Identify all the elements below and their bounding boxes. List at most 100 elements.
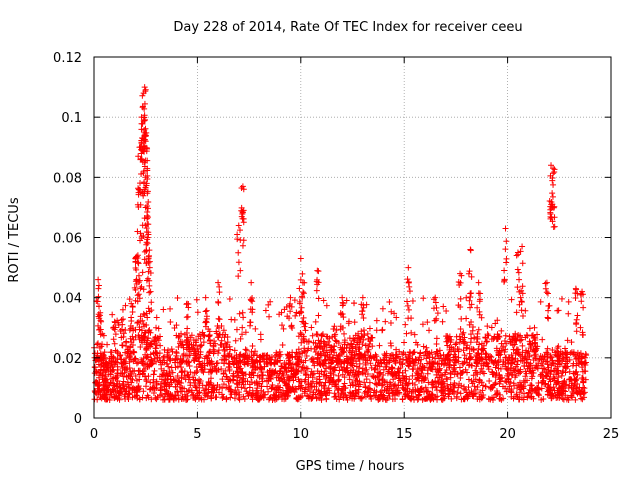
data-point xyxy=(202,308,209,315)
data-point xyxy=(424,348,431,355)
data-point xyxy=(200,332,207,339)
data-point xyxy=(201,396,208,403)
data-point xyxy=(452,359,459,366)
data-point xyxy=(397,379,404,386)
data-point xyxy=(513,363,520,370)
data-point xyxy=(97,394,104,401)
data-point xyxy=(468,301,475,308)
data-point xyxy=(561,345,568,352)
data-point xyxy=(377,369,384,376)
data-point xyxy=(179,341,186,348)
data-point xyxy=(482,383,489,390)
data-point xyxy=(456,333,463,340)
data-point xyxy=(364,348,371,355)
data-point xyxy=(424,351,431,358)
data-point xyxy=(142,204,149,211)
data-point xyxy=(361,330,368,337)
data-point xyxy=(228,391,235,398)
data-point xyxy=(345,320,352,327)
data-point xyxy=(267,298,274,305)
data-point xyxy=(158,376,165,383)
data-point xyxy=(291,297,298,304)
data-point xyxy=(492,380,499,387)
data-point xyxy=(96,303,102,310)
data-point xyxy=(111,318,118,325)
data-point xyxy=(429,384,436,391)
data-point xyxy=(342,384,349,391)
data-point xyxy=(392,372,399,379)
data-point xyxy=(467,290,474,297)
data-point xyxy=(223,344,230,351)
data-point xyxy=(322,360,329,367)
data-point xyxy=(513,252,520,259)
data-point xyxy=(259,378,266,385)
data-point xyxy=(317,379,324,386)
data-point xyxy=(502,377,509,384)
data-point xyxy=(422,384,429,391)
data-point xyxy=(356,360,363,367)
data-point xyxy=(431,317,438,324)
data-point xyxy=(279,322,286,329)
data-point xyxy=(360,304,367,311)
data-point xyxy=(391,310,398,317)
data-point xyxy=(286,315,293,322)
data-point xyxy=(546,375,553,382)
data-point xyxy=(240,393,247,400)
data-point xyxy=(139,371,146,378)
data-point xyxy=(423,355,430,362)
data-point xyxy=(103,395,110,402)
data-point xyxy=(549,201,556,208)
data-point xyxy=(187,334,194,341)
data-point xyxy=(470,323,477,330)
data-point xyxy=(275,353,282,360)
data-point xyxy=(217,331,224,338)
data-point xyxy=(555,307,562,314)
data-point xyxy=(132,278,139,285)
data-point xyxy=(518,299,525,306)
data-point xyxy=(290,377,297,384)
data-point xyxy=(463,294,470,301)
data-point xyxy=(396,348,403,355)
data-point xyxy=(95,313,102,320)
data-point xyxy=(320,338,327,345)
data-point xyxy=(295,346,302,353)
data-point xyxy=(479,346,486,353)
data-point xyxy=(213,367,220,374)
data-point xyxy=(202,294,209,301)
data-point xyxy=(451,384,458,391)
data-point xyxy=(548,214,555,221)
data-point xyxy=(471,334,478,341)
data-point xyxy=(297,308,304,315)
data-point xyxy=(397,365,404,372)
data-point xyxy=(206,349,213,356)
data-point xyxy=(239,331,246,338)
data-point xyxy=(492,357,499,364)
data-point xyxy=(112,331,119,338)
data-point xyxy=(531,324,538,331)
data-point xyxy=(252,325,259,332)
data-point xyxy=(353,358,360,365)
data-point xyxy=(274,383,281,390)
data-point xyxy=(424,319,431,326)
data-point xyxy=(412,339,419,346)
data-point xyxy=(137,285,144,292)
data-point xyxy=(485,332,492,339)
data-point xyxy=(530,346,537,353)
data-point xyxy=(288,364,295,371)
data-point xyxy=(310,339,317,346)
data-point xyxy=(232,337,239,344)
data-point xyxy=(162,377,169,384)
data-point xyxy=(576,384,583,391)
data-point xyxy=(259,393,266,400)
data-point xyxy=(387,320,394,327)
data-point xyxy=(512,393,519,400)
data-point xyxy=(539,360,546,367)
data-point xyxy=(202,318,209,325)
data-point xyxy=(346,335,353,342)
data-point xyxy=(143,148,150,155)
data-point xyxy=(365,336,372,343)
data-point xyxy=(216,289,223,296)
data-point xyxy=(183,330,190,337)
data-point xyxy=(223,374,230,381)
data-point xyxy=(223,396,230,403)
